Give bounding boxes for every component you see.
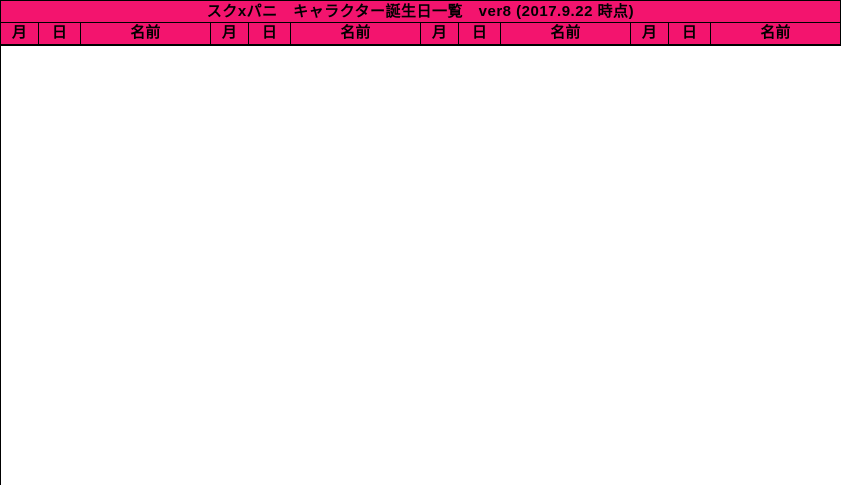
header-group: 月日名前 (421, 23, 631, 46)
header-day: 日 (249, 23, 291, 46)
header-day: 日 (39, 23, 81, 46)
header-month: 月 (211, 23, 249, 46)
header-group: 月日名前 (1, 23, 211, 46)
header-name: 名前 (711, 23, 841, 46)
table-body (1, 46, 841, 485)
header-name: 名前 (501, 23, 631, 46)
header-name: 名前 (291, 23, 421, 46)
header-month: 月 (631, 23, 669, 46)
header-row: 月日名前月日名前月日名前月日名前 (1, 23, 841, 46)
header-group: 月日名前 (631, 23, 841, 46)
header-day: 日 (459, 23, 501, 46)
page-title: スクxパニ キャラクター誕生日一覧 ver8 (2017.9.22 時点) (1, 1, 841, 23)
header-name: 名前 (81, 23, 211, 46)
header-day: 日 (669, 23, 711, 46)
header-group: 月日名前 (211, 23, 421, 46)
header-month: 月 (421, 23, 459, 46)
header-month: 月 (1, 23, 39, 46)
